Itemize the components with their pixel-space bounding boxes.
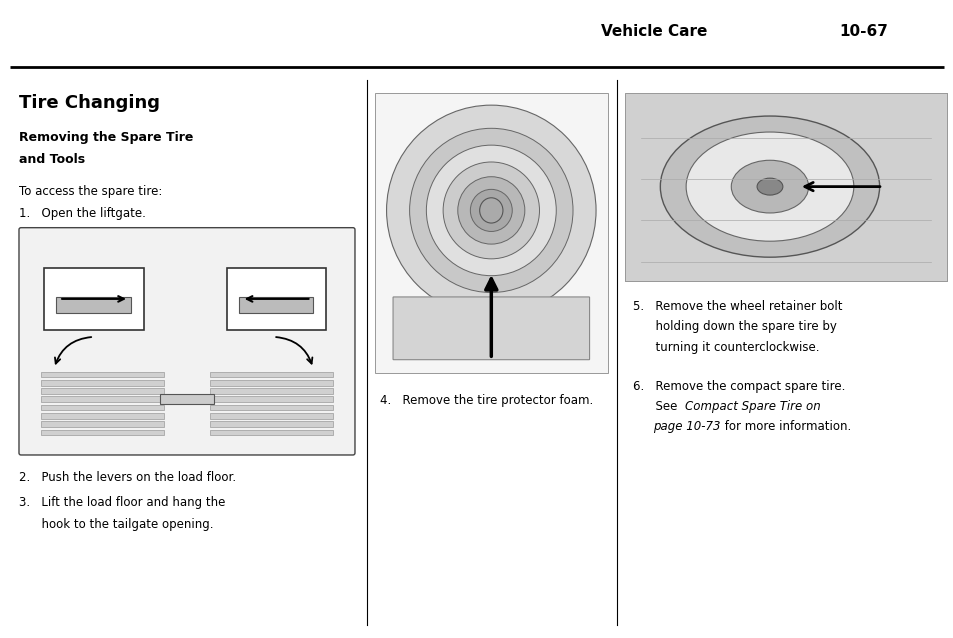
Bar xyxy=(44,268,144,330)
Bar xyxy=(41,396,164,402)
Text: See: See xyxy=(632,400,679,413)
Ellipse shape xyxy=(757,178,782,195)
Bar xyxy=(210,429,333,435)
Bar xyxy=(210,421,333,427)
Bar xyxy=(210,372,333,377)
Ellipse shape xyxy=(685,132,853,241)
Bar xyxy=(41,372,164,377)
Text: hook to the tailgate opening.: hook to the tailgate opening. xyxy=(19,518,213,531)
Bar xyxy=(41,413,164,419)
Bar xyxy=(41,404,164,410)
Ellipse shape xyxy=(731,160,808,213)
Bar xyxy=(41,429,164,435)
Text: 10-67: 10-67 xyxy=(839,24,887,40)
Text: Tire Changing: Tire Changing xyxy=(19,94,160,112)
Text: turning it counterclockwise.: turning it counterclockwise. xyxy=(632,341,818,353)
Ellipse shape xyxy=(442,162,539,259)
Ellipse shape xyxy=(386,105,596,316)
Text: Removing the Spare Tire: Removing the Spare Tire xyxy=(19,131,193,144)
Text: To access the spare tire:: To access the spare tire: xyxy=(19,185,162,198)
Ellipse shape xyxy=(457,177,524,244)
Text: and Tools: and Tools xyxy=(19,153,85,166)
Text: for more information.: for more information. xyxy=(720,420,851,433)
Bar xyxy=(210,388,333,394)
Text: Vehicle Care: Vehicle Care xyxy=(600,24,707,40)
Text: holding down the spare tire by: holding down the spare tire by xyxy=(632,320,836,333)
Bar xyxy=(624,93,946,281)
Bar xyxy=(210,396,333,402)
Bar xyxy=(624,93,946,281)
Bar xyxy=(41,380,164,385)
Bar xyxy=(624,93,946,281)
Text: 3.   Lift the load floor and hang the: 3. Lift the load floor and hang the xyxy=(19,496,225,509)
Ellipse shape xyxy=(409,128,573,292)
Bar xyxy=(41,421,164,427)
Text: 6.   Remove the compact spare tire.: 6. Remove the compact spare tire. xyxy=(632,380,844,392)
Text: Compact Spare Tire on: Compact Spare Tire on xyxy=(684,400,820,413)
Bar xyxy=(238,297,314,313)
Bar xyxy=(56,297,131,313)
Bar xyxy=(227,268,326,330)
Bar xyxy=(210,380,333,385)
Bar xyxy=(160,394,213,404)
Ellipse shape xyxy=(479,198,502,223)
Text: 2.   Push the levers on the load floor.: 2. Push the levers on the load floor. xyxy=(19,471,236,484)
Text: page 10-73: page 10-73 xyxy=(652,420,720,433)
Ellipse shape xyxy=(470,189,512,232)
Ellipse shape xyxy=(659,116,879,257)
FancyBboxPatch shape xyxy=(19,228,355,455)
Bar xyxy=(375,93,607,373)
Ellipse shape xyxy=(426,145,556,276)
Bar xyxy=(210,413,333,419)
Bar xyxy=(41,388,164,394)
FancyBboxPatch shape xyxy=(393,297,589,360)
Bar xyxy=(210,404,333,410)
Text: 5.   Remove the wheel retainer bolt: 5. Remove the wheel retainer bolt xyxy=(632,300,841,313)
Text: 1.   Open the liftgate.: 1. Open the liftgate. xyxy=(19,207,146,220)
Text: 4.   Remove the tire protector foam.: 4. Remove the tire protector foam. xyxy=(379,394,593,407)
